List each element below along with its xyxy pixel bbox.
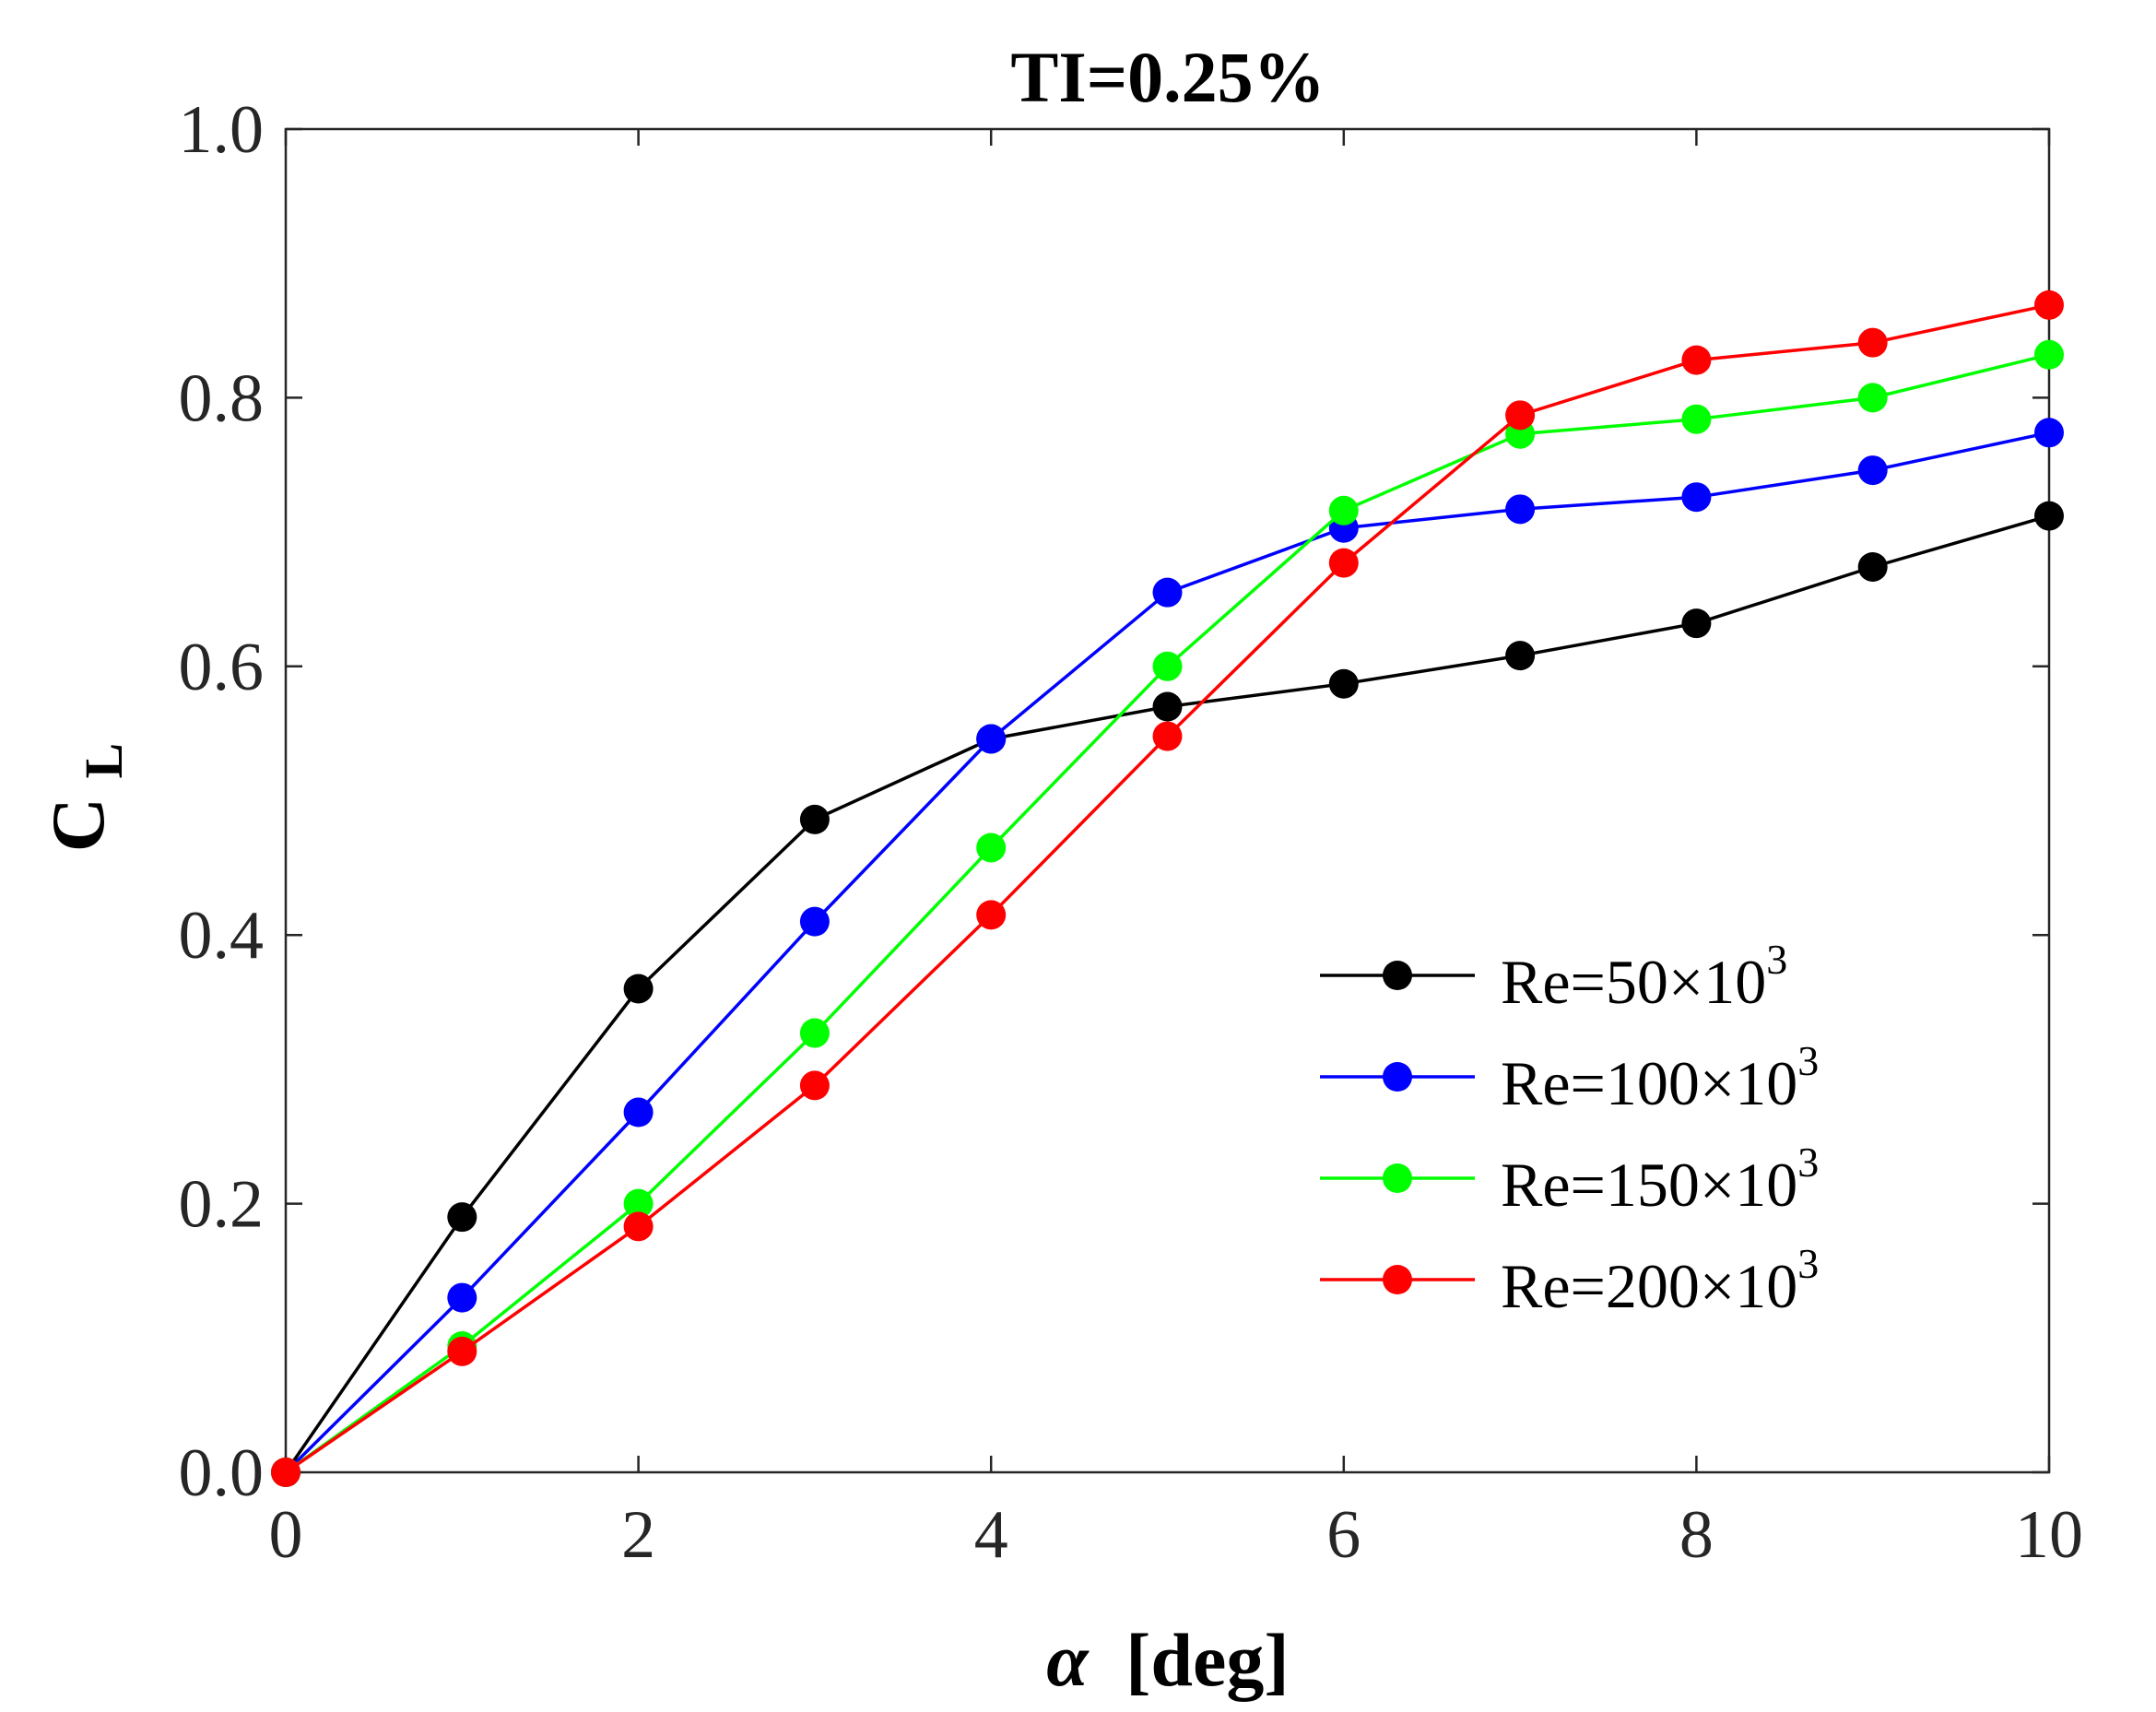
- x-tick-label: 0: [269, 1497, 303, 1573]
- data-point: [976, 832, 1007, 863]
- legend-label: Re=50×103: [1501, 936, 1787, 1017]
- axis-ticks: 0 2 4 6 8 10 0.0 0.2 0.4 0.6 0.8 1.0: [179, 92, 2084, 1573]
- data-point: [799, 1018, 830, 1048]
- data-point: [2034, 501, 2064, 531]
- data-point: [1152, 721, 1183, 751]
- data-point: [976, 724, 1007, 754]
- data-point: [976, 900, 1007, 930]
- data-point: [2034, 339, 2064, 370]
- data-point: [1857, 327, 1888, 358]
- data-point: [799, 906, 830, 937]
- legend-item: Re=150×103: [1320, 1139, 1819, 1220]
- legend-label-exponent: 3: [1797, 1240, 1819, 1287]
- data-point: [447, 1336, 477, 1366]
- x-axis-label: α [deg]: [1046, 1618, 1290, 1702]
- legend-label-exponent: 3: [1797, 1139, 1819, 1186]
- legend-label: Re=150×103: [1501, 1139, 1819, 1220]
- data-point: [2034, 289, 2064, 320]
- chart-title: TI=0.25%: [1010, 37, 1325, 117]
- legend-marker: [1383, 1265, 1412, 1294]
- data-point: [1681, 482, 1712, 513]
- data-point: [447, 1282, 477, 1313]
- series-re-5010: [271, 501, 2064, 1487]
- series-re-10010: [271, 418, 2064, 1487]
- y-axis-label-sub: L: [74, 743, 134, 779]
- legend-label-text: Re=200×10: [1501, 1251, 1797, 1321]
- y-tick-label: 0.8: [179, 360, 265, 436]
- data-point: [1152, 577, 1183, 608]
- data-point: [799, 1070, 830, 1101]
- legend-item: Re=200×103: [1320, 1240, 1819, 1321]
- plot-frame: [284, 127, 2051, 1474]
- y-tick-label: 0.2: [179, 1167, 265, 1243]
- legend-item: Re=100×103: [1320, 1037, 1819, 1118]
- data-point: [623, 974, 654, 1004]
- x-tick-label: 4: [974, 1497, 1008, 1573]
- legend-label-text: Re=50×10: [1501, 947, 1766, 1017]
- data-point: [271, 1458, 300, 1487]
- legend-marker: [1383, 961, 1412, 990]
- legend-marker: [1383, 1062, 1412, 1092]
- data-point: [447, 1202, 477, 1233]
- y-tick-label: 0.0: [179, 1435, 265, 1511]
- data-point: [623, 1188, 654, 1219]
- x-tick-label: 10: [2015, 1497, 2083, 1573]
- data-series: [271, 289, 2064, 1487]
- data-point: [623, 1097, 654, 1128]
- x-tick-label: 2: [621, 1497, 655, 1573]
- plot-area-border: [284, 127, 2051, 1474]
- data-point: [1681, 345, 1712, 375]
- data-point: [1681, 404, 1712, 434]
- y-axis-label: C L: [36, 743, 134, 852]
- data-point: [623, 1211, 654, 1242]
- data-point: [2034, 418, 2064, 448]
- data-point: [1328, 668, 1359, 699]
- data-point: [1681, 608, 1712, 639]
- data-point: [1857, 455, 1888, 486]
- legend-label-text: Re=100×10: [1501, 1048, 1797, 1118]
- legend-label: Re=100×103: [1501, 1037, 1819, 1118]
- x-axis-unit: [deg]: [1125, 1618, 1290, 1702]
- y-axis-label-base: C: [36, 797, 120, 852]
- legend-label: Re=200×103: [1501, 1240, 1819, 1321]
- x-axis-symbol: α: [1046, 1618, 1090, 1702]
- y-tick-label: 0.6: [179, 630, 265, 705]
- data-point: [1505, 494, 1536, 525]
- legend-item: Re=50×103: [1320, 936, 1787, 1017]
- data-point: [1857, 551, 1888, 582]
- legend-label-exponent: 3: [1766, 936, 1787, 983]
- data-point: [799, 804, 830, 834]
- x-tick-label: 6: [1326, 1497, 1361, 1573]
- series-re-20010: [271, 289, 2064, 1487]
- y-tick-label: 1.0: [179, 92, 265, 168]
- data-point: [1505, 400, 1536, 431]
- x-tick-label: 8: [1679, 1497, 1714, 1573]
- legend-marker: [1383, 1163, 1412, 1193]
- legend-label-exponent: 3: [1797, 1037, 1819, 1084]
- data-point: [1152, 651, 1183, 681]
- data-point: [1857, 383, 1888, 413]
- data-point: [1328, 495, 1359, 525]
- data-point: [1152, 691, 1183, 722]
- data-point: [1328, 548, 1359, 578]
- data-point: [1505, 641, 1536, 671]
- legend-label-text: Re=150×10: [1501, 1150, 1797, 1220]
- y-tick-label: 0.4: [179, 898, 265, 974]
